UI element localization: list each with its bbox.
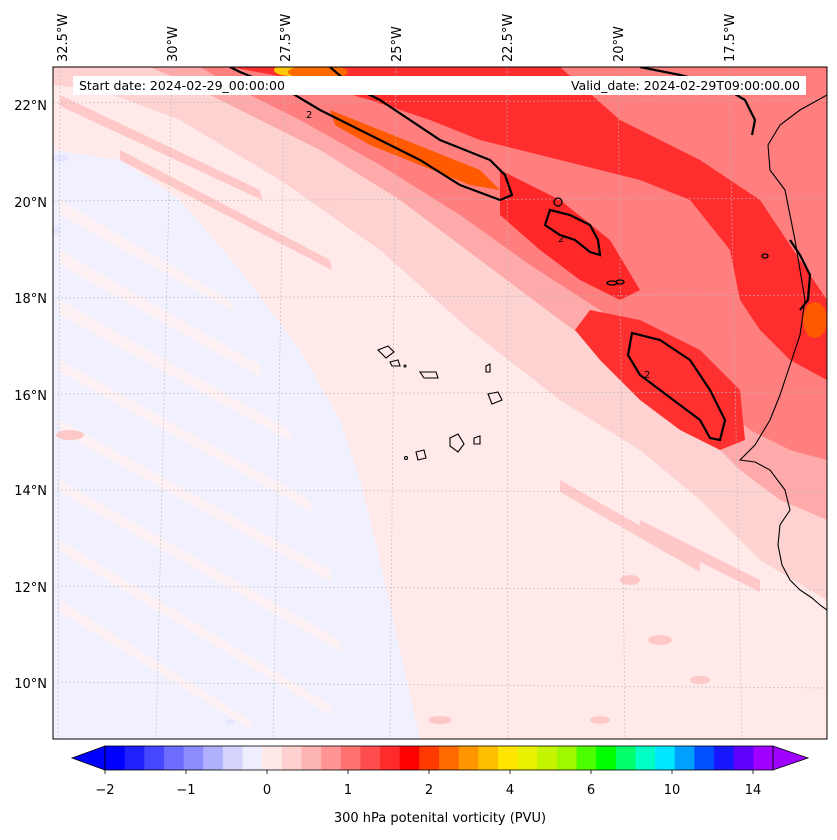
colorbar-segment xyxy=(399,746,420,770)
colorbar-segment xyxy=(458,746,479,770)
colorbar-segment xyxy=(301,746,322,770)
lon-label: 30°W xyxy=(166,26,181,62)
map-frame xyxy=(52,66,828,740)
colorbar-segment xyxy=(733,746,754,770)
lon-label: 20°W xyxy=(612,26,627,62)
pv-red-strip xyxy=(500,170,640,300)
graticule xyxy=(53,67,827,739)
lat-label: 16°N xyxy=(14,389,47,404)
colorbar-segment xyxy=(321,746,342,770)
contour-label: 2 xyxy=(306,110,312,121)
colorbar-segment xyxy=(615,746,636,770)
colorbar-segment xyxy=(105,746,126,770)
colorbar-tick-label: 0 xyxy=(263,783,271,798)
contour-label: 2 xyxy=(644,370,650,381)
colorbar-segment xyxy=(203,746,224,770)
longitude-labels: 32.5°W 30°W 27.5°W 25°W 22.5°W 20°W 17.5… xyxy=(56,14,738,62)
colorbar-segment xyxy=(340,746,361,770)
colorbar-frame xyxy=(104,745,774,771)
colorbar-segment xyxy=(419,746,440,770)
colorbar-segment xyxy=(439,746,460,770)
colorbar-tick-label: −1 xyxy=(176,783,195,798)
colorbar-segment xyxy=(674,746,695,770)
colorbar-segment xyxy=(262,746,283,770)
pv-orange-edge-2 xyxy=(803,302,827,338)
pv-red-jet xyxy=(575,310,745,450)
colorbar-segment xyxy=(183,746,204,770)
pv-2-contours xyxy=(229,67,812,442)
colorbar-segment xyxy=(360,746,381,770)
colorbar-segment xyxy=(694,746,715,770)
lat-label: 22°N xyxy=(14,99,47,114)
colorbar-segment xyxy=(222,746,244,770)
cape-verde-islands xyxy=(377,345,503,461)
date-annotation-box: Start date: 2024-02-29_00:00:00 Valid_da… xyxy=(73,76,806,95)
colorbar-tick-label: 4 xyxy=(506,783,514,798)
colorbar-tick-label: −2 xyxy=(95,783,114,798)
colorbar-extend-min xyxy=(70,745,106,771)
colorbar-label: 300 hPa potenital vorticity (PVU) xyxy=(334,811,546,826)
colorbar-segment xyxy=(517,746,538,770)
colorbar-segment xyxy=(655,746,676,770)
colorbar xyxy=(70,745,810,774)
colorbar-segment xyxy=(144,746,165,770)
coastline-africa xyxy=(738,94,827,611)
pv-orange-core xyxy=(330,110,500,190)
colorbar-segment xyxy=(163,746,185,770)
lon-label: 22.5°W xyxy=(501,14,516,62)
colorbar-tick-label: 6 xyxy=(587,783,595,798)
lon-label: 25°W xyxy=(390,26,405,62)
lat-label: 20°N xyxy=(14,196,47,211)
pv-red-core xyxy=(230,67,827,380)
colorbar-tick-label: 1 xyxy=(344,783,352,798)
colorbar-tick-label: 14 xyxy=(745,783,762,798)
colorbar-segment xyxy=(556,746,578,770)
pv-2-contours-thin xyxy=(553,197,769,286)
colorbar-tick-label: 2 xyxy=(425,783,433,798)
colorbar-segment xyxy=(242,746,263,770)
lon-label: 17.5°W xyxy=(723,14,738,62)
valid-date: Valid_date: 2024-02-29T09:00:00.00 xyxy=(570,78,800,93)
colorbar-segment xyxy=(124,746,145,770)
colorbar-segment xyxy=(537,746,558,770)
map-panel: 2 2 2 xyxy=(53,67,827,739)
lon-label: 32.5°W xyxy=(56,14,71,62)
colorbar-extend-max xyxy=(772,745,810,771)
colorbar-segment xyxy=(635,746,656,770)
pv-streaks xyxy=(60,200,342,730)
colorbar-segment xyxy=(596,746,617,770)
lat-label: 18°N xyxy=(14,292,47,307)
colorbar-segment xyxy=(576,746,597,770)
colorbar-segment xyxy=(478,746,499,770)
colorbar-ticks: −2 −1 0 1 2 4 6 10 14 xyxy=(95,783,761,798)
colorbar-segment xyxy=(753,746,774,770)
lat-label: 14°N xyxy=(14,484,47,499)
lat-label: 12°N xyxy=(14,581,47,596)
lat-label: 10°N xyxy=(14,677,47,692)
colorbar-segment xyxy=(380,746,401,770)
colorbar-tick-label: 10 xyxy=(664,783,681,798)
pv-low-region xyxy=(53,150,420,739)
colorbar-segment xyxy=(281,746,302,770)
colorbar-segment xyxy=(497,746,519,770)
colorbar-segment xyxy=(714,746,735,770)
lon-label: 27.5°W xyxy=(279,14,294,62)
start-date: Start date: 2024-02-29_00:00:00 xyxy=(79,78,285,93)
pv-small-pink-blobs xyxy=(56,430,710,724)
contour-label: 2 xyxy=(558,234,564,245)
latitude-labels: 22°N 20°N 18°N 16°N 14°N 12°N 10°N xyxy=(14,99,47,692)
pv-pink-stripes xyxy=(60,95,760,592)
